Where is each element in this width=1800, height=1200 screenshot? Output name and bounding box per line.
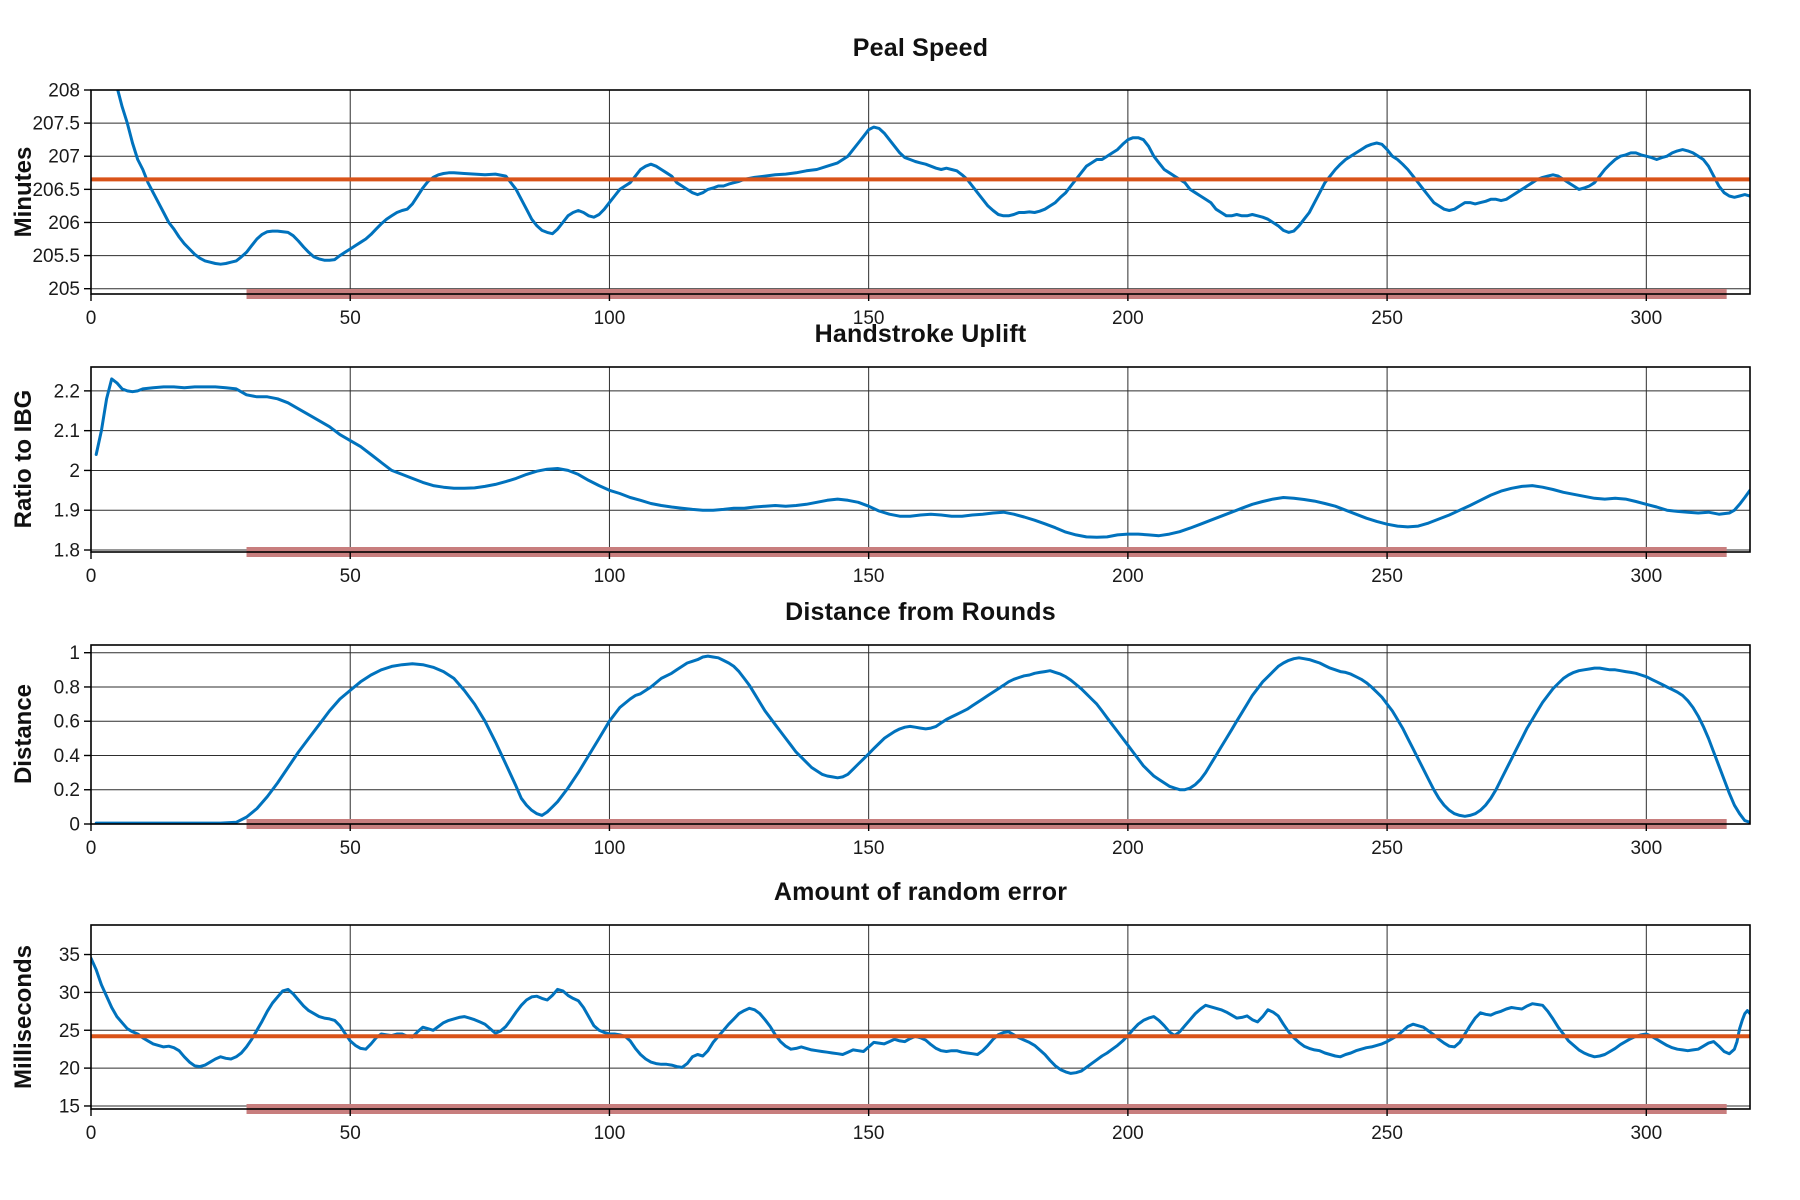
x-tick-label: 50 [340,308,361,329]
y-tick-label: 206.5 [32,180,80,201]
x-tick-label: 50 [340,566,361,587]
y-tick-label: 0.6 [54,712,80,733]
series-line-distance-from-rounds [94,654,1750,824]
chart-title-random-error: Amount of random error [773,878,1068,906]
y-tick-label: 1 [69,643,80,664]
y-tick-label: 20 [59,1059,80,1080]
x-tick-label: 0 [86,1123,97,1144]
x-tick-label: 150 [853,838,885,859]
x-tick-label: 200 [1112,308,1144,329]
x-tick-label: 300 [1630,838,1662,859]
y-tick-label: 1.8 [54,541,80,562]
chart-title-handstroke-uplift: Handstroke Uplift [814,320,1027,348]
y-tick-label: 0.8 [54,677,80,698]
x-tick-label: 250 [1371,838,1403,859]
y-tick-label: 2.2 [54,381,80,402]
x-tick-label: 0 [86,566,97,587]
x-tick-label: 300 [1630,1123,1662,1144]
y-tick-label: 25 [59,1021,80,1042]
y-tick-label: 35 [59,945,80,966]
chart-plot-2: 0 50 100 150 200 250 300 0 0.2 0.4 0.6 0.8 1 [54,643,1751,859]
x-tick-label: 250 [1371,308,1403,329]
y-tick-label: 207.5 [32,114,80,135]
x-tick-label: 100 [594,838,626,859]
x-tick-label: 50 [340,838,361,859]
y-tick-label: 2.1 [54,421,80,442]
series-line-random-error-ms [91,956,1750,1075]
x-tick-label: 250 [1371,1123,1403,1144]
axes-box [90,366,1751,553]
x-tick-label: 100 [594,308,626,329]
y-tick-label: 0.4 [54,746,81,767]
y-tick-label: 207 [48,147,80,168]
y-tick-label: 0.2 [54,780,80,801]
x-tick-label: 300 [1630,308,1662,329]
x-tick-label: 150 [853,308,885,329]
x-tick-label: 0 [86,838,97,859]
y-tick-label: 15 [59,1096,80,1117]
chart-plot-3: 0 50 100 150 200 250 300 15 20 25 30 35 [59,924,1751,1144]
y-tick-label: 30 [59,983,80,1004]
x-tick-label: 100 [594,1123,626,1144]
x-tick-label: 200 [1112,566,1144,587]
x-tick-label: 300 [1630,566,1662,587]
x-tick-label: 200 [1112,1123,1144,1144]
y-tick-label: 2 [69,461,80,482]
x-tick-label: 150 [853,566,885,587]
chart-title-distance-from-rounds: Distance from Rounds [785,598,1056,626]
axes-box [90,89,1751,295]
y-tick-label: 1.9 [54,501,80,522]
x-tick-label: 200 [1112,838,1144,859]
series-line-peal-speed-minutes [116,90,1750,266]
y-tick-label: 208 [48,81,80,102]
y-tick-label: 0 [69,815,80,836]
chart-title-peal-speed: Peal Speed [852,34,989,62]
x-tick-label: 50 [340,1123,361,1144]
y-tick-label: 205 [48,279,80,300]
x-tick-label: 100 [594,566,626,587]
series-line-handstroke-uplift-ratio [94,377,1750,539]
y-tick-label: 206 [48,213,80,234]
x-tick-label: 0 [86,308,97,329]
chart-plot-0: 0 50 100 150 200 250 300 205 205.5 206 206.5 207 207… [32,81,1751,329]
x-tick-label: 250 [1371,566,1403,587]
x-tick-label: 150 [853,1123,885,1144]
axes-box [90,644,1751,825]
y-tick-label: 205.5 [32,246,80,267]
axes-box [90,924,1751,1110]
chart-plot-1: 0 50 100 150 200 250 300 1.8 1.9 2 2.1 2.2 [54,366,1751,587]
